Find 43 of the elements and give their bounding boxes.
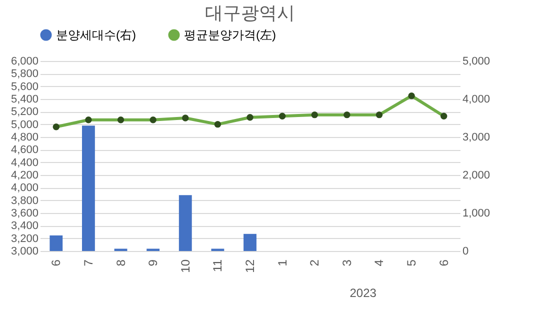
y-tick-label: 6,000	[10, 56, 38, 68]
x-tick-label: 11	[210, 259, 225, 272]
x-tick-label: 3	[340, 259, 354, 266]
x-tick-label: 6	[49, 259, 64, 266]
y-tick-label: 5,200	[10, 106, 38, 118]
y-tick-label: 4,800	[10, 132, 38, 144]
x-tick-label: 8	[114, 259, 128, 266]
x-tick-label: 2	[308, 259, 322, 266]
bar	[244, 234, 256, 251]
y-tick-label: 3,000	[10, 246, 38, 258]
x-tick-label: 5	[404, 259, 419, 266]
y-tick-label: 4,200	[10, 170, 38, 182]
y2-tick-label: 4,000	[462, 94, 490, 106]
x-tick-label: 9	[146, 259, 160, 266]
x-tick-label: 10	[178, 259, 192, 273]
y-tick-label: 4,400	[10, 156, 38, 169]
y2-tick-label: 2,000	[462, 170, 490, 182]
y2-tick-label: 3,000	[462, 132, 490, 144]
chart-title: 대구광역시	[205, 3, 295, 23]
x-tick-label: 6	[436, 259, 451, 266]
y2-tick-label: 5,000	[462, 56, 490, 68]
y-tick-label: 5,400	[10, 94, 38, 106]
y-tick-label: 4,000	[10, 182, 38, 194]
legend-label: 분양세대수(右)	[56, 28, 136, 42]
y2-tick-label: 1,000	[462, 208, 490, 220]
y-tick-label: 5,000	[10, 118, 38, 131]
y-tick-label: 4,600	[10, 144, 38, 156]
bar	[178, 195, 192, 251]
y-tick-label: 5,600	[10, 80, 38, 93]
legend-label: 평균분양가격(左)	[184, 28, 276, 42]
text: 2023	[350, 286, 377, 300]
bar	[82, 126, 95, 251]
y-tick-label: 3,400	[10, 220, 38, 232]
x-tick-label: 12	[243, 259, 257, 273]
x-tick-label: 1	[275, 259, 290, 266]
y-tick-label: 5,800	[10, 68, 38, 80]
x-tick-label: 7	[81, 259, 96, 266]
y-tick-label: 3,800	[10, 194, 38, 207]
y-tick-label: 3,200	[10, 232, 38, 245]
y-tick-label: 3,600	[10, 208, 38, 220]
x-tick-label: 4	[372, 259, 386, 266]
bar	[50, 235, 63, 251]
y2-tick-label: 0	[462, 246, 469, 258]
